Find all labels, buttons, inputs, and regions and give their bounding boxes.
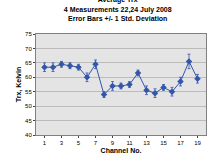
svg-text:7: 7 [94, 140, 98, 146]
svg-text:17: 17 [177, 140, 184, 146]
svg-text:3: 3 [60, 140, 64, 146]
svg-text:5: 5 [77, 140, 81, 146]
svg-text:11: 11 [126, 140, 133, 146]
svg-text:Average Trx4 Measurements 22,2: Average Trx4 Measurements 22,24 July 200… [64, 0, 172, 22]
svg-text:15: 15 [160, 140, 167, 146]
svg-text:13: 13 [143, 140, 150, 146]
svg-text:65: 65 [25, 60, 32, 66]
svg-text:40: 40 [25, 132, 32, 138]
svg-text:Channel No.: Channel No. [101, 147, 142, 154]
svg-text:70: 70 [25, 46, 32, 52]
svg-text:9: 9 [111, 140, 115, 146]
svg-text:75: 75 [25, 31, 32, 37]
svg-text:Trx, Kelvin: Trx, Kelvin [15, 67, 23, 102]
svg-text:55: 55 [25, 89, 32, 95]
svg-text:19: 19 [194, 140, 201, 146]
svg-text:60: 60 [25, 74, 32, 80]
svg-text:50: 50 [25, 103, 32, 109]
svg-text:1: 1 [43, 140, 47, 146]
svg-text:45: 45 [25, 118, 32, 124]
